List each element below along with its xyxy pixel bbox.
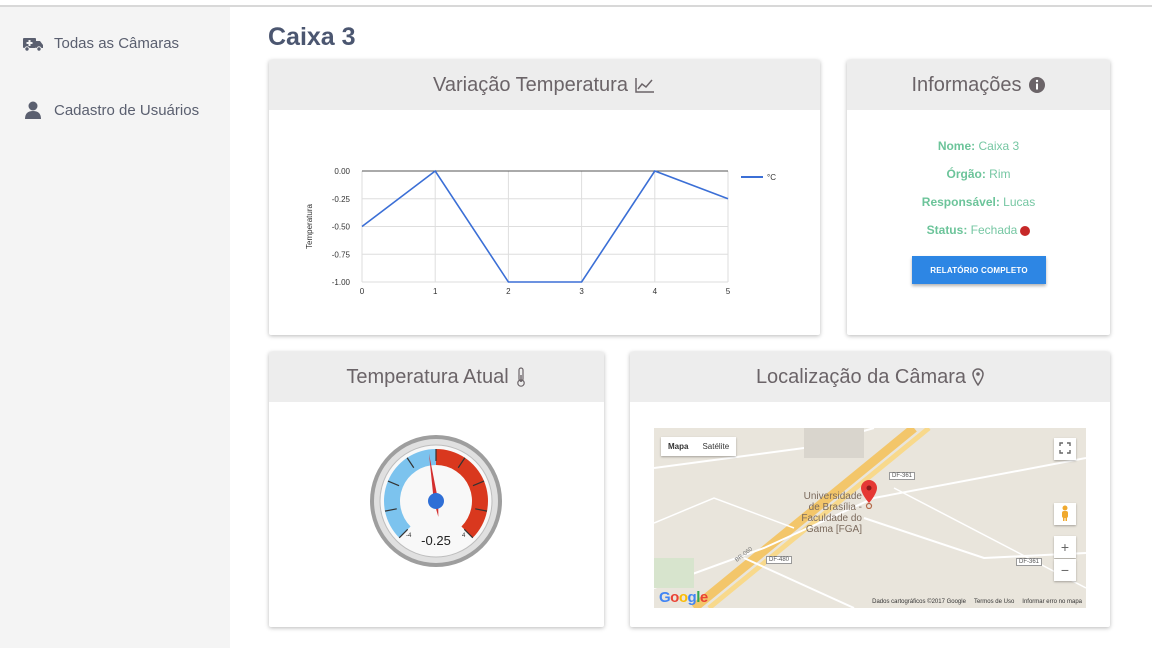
card-title: Temperatura Atual [346,365,509,388]
road-label: DF-361 [889,472,916,480]
gauge-min-label: -4 [406,533,412,539]
sidebar-item-all-chambers[interactable]: Todas as Câmaras [22,33,179,53]
info-responsible: Responsável: Lucas [921,195,1036,209]
y-tick-label: 0.00 [334,167,350,176]
top-divider [0,5,1152,7]
status-indicator [1020,225,1031,236]
map-marker-icon [972,368,984,386]
tab-map[interactable]: Mapa [668,442,689,451]
gauge-value: -0.25 [421,533,451,548]
temperature-gauge: -4 4 -0.25 [370,435,502,567]
map-view[interactable]: Mapa Satélite DF-361 DF-480 DF-361 BR-06… [654,428,1086,608]
place-label-line: Faculdade do [801,513,862,524]
gauge-tick [384,508,397,512]
map-type-tabs: Mapa Satélite [661,437,737,456]
gauge-max-label: 4 [462,533,466,539]
map-data-credit: Dados cartográficos ©2017 Google [872,599,966,605]
info-status: Status: Fechada [847,216,1110,244]
card-title: Informações [911,73,1022,96]
x-tick-label: 5 [726,287,731,296]
gauge-tick [387,480,400,487]
y-axis-label: Temperatura [305,204,314,249]
temperature-chart-card: Variação Temperatura 0.00 -0.25 -0.50 -0.75… [269,60,820,335]
map-footer: Dados cartográficos ©2017 Google Termos … [872,599,1082,605]
gauge-tick [475,508,488,512]
thermometer-icon [515,367,527,387]
sidebar: Todas as Câmaras Cadastro de Usuários [0,7,230,648]
road-label: DF-361 [1016,558,1043,566]
y-tick-label: -0.75 [332,250,351,259]
card-title: Variação Temperatura [433,73,628,96]
map-roads [654,428,1086,608]
gauge-tick [457,457,466,469]
location-card: Localização da Câmara [630,352,1110,627]
y-tick-label: -0.50 [332,223,351,232]
info-details: Nome: Caixa 3 Órgão: Rim Responsável: Lu… [847,132,1110,244]
place-label-line: Gama [FGA] [805,524,862,535]
zoom-in-button[interactable]: + [1054,536,1076,558]
ambulance-icon [22,33,44,53]
series-line [361,169,729,283]
card-header: Informações [847,60,1110,110]
sidebar-item-user-registration[interactable]: Cadastro de Usuários [22,100,199,120]
x-tick-label: 1 [433,287,438,296]
gauge-hub [428,493,444,509]
x-tick-label: 4 [653,287,658,296]
gauge-tick [472,480,485,487]
info-card: Informações Nome: Caixa 3 Órgão: Rim Res… [847,60,1110,335]
card-header: Variação Temperatura [269,60,820,110]
place-label-line: Universidade [803,491,862,502]
x-tick-label: 0 [360,287,365,296]
gauge-tick [406,457,415,469]
pegman-icon [1060,505,1070,524]
card-title: Localização da Câmara [755,365,967,388]
x-tick-label: 3 [579,287,584,296]
zoom-out-button[interactable]: − [1054,559,1076,581]
place-label: Universidade de Brasília - Faculdade do Gam… [782,491,862,535]
y-tick-label: -0.25 [332,195,351,204]
gauge-tick [463,528,474,539]
x-tick-label: 2 [506,287,511,296]
current-temperature-card: Temperatura Atual -4 4 -0.25 [269,352,604,627]
card-header: Localização da Câmara [630,352,1110,402]
page-title: Caixa 3 [268,23,356,51]
tab-satellite[interactable]: Satélite [702,442,730,451]
info-circle-icon [1028,76,1046,94]
terms-link[interactable]: Termos de Uso [973,599,1015,605]
road-label: DF-480 [766,556,793,564]
report-error-link[interactable]: Informar erro no mapa [1022,599,1082,605]
legend-label: °C [767,173,776,182]
line-chart: 0.00 -0.25 -0.50 -0.75 -1.00 0 1 2 3 4 5 Temperatur… [305,167,776,296]
main-content: Caixa 3 Variação Temperatura 0.00 -0.25 -0… [230,7,1152,648]
y-tick-label: -1.00 [332,278,351,287]
user-icon [22,100,44,120]
gauge-cold-band [384,449,436,538]
street-view-button[interactable] [1054,503,1076,525]
card-header: Temperatura Atual [269,352,604,402]
gauge-tick [398,528,409,539]
fullscreen-button[interactable] [1054,438,1076,460]
line-chart-icon [634,76,656,94]
sidebar-item-label: Cadastro de Usuários [54,101,200,119]
sidebar-item-label: Todas as Câmaras [54,34,180,52]
map-pin-icon[interactable] [860,479,878,514]
google-logo: Google [659,589,708,606]
info-organ: Órgão: Rim [946,167,1011,181]
full-report-button[interactable]: RELATÓRIO COMPLETO [912,256,1046,284]
fullscreen-icon [1059,441,1071,457]
info-name: Nome: Caixa 3 [937,139,1020,153]
gauge-hot-band [436,449,488,538]
place-label-line: de Brasília - [808,502,862,513]
